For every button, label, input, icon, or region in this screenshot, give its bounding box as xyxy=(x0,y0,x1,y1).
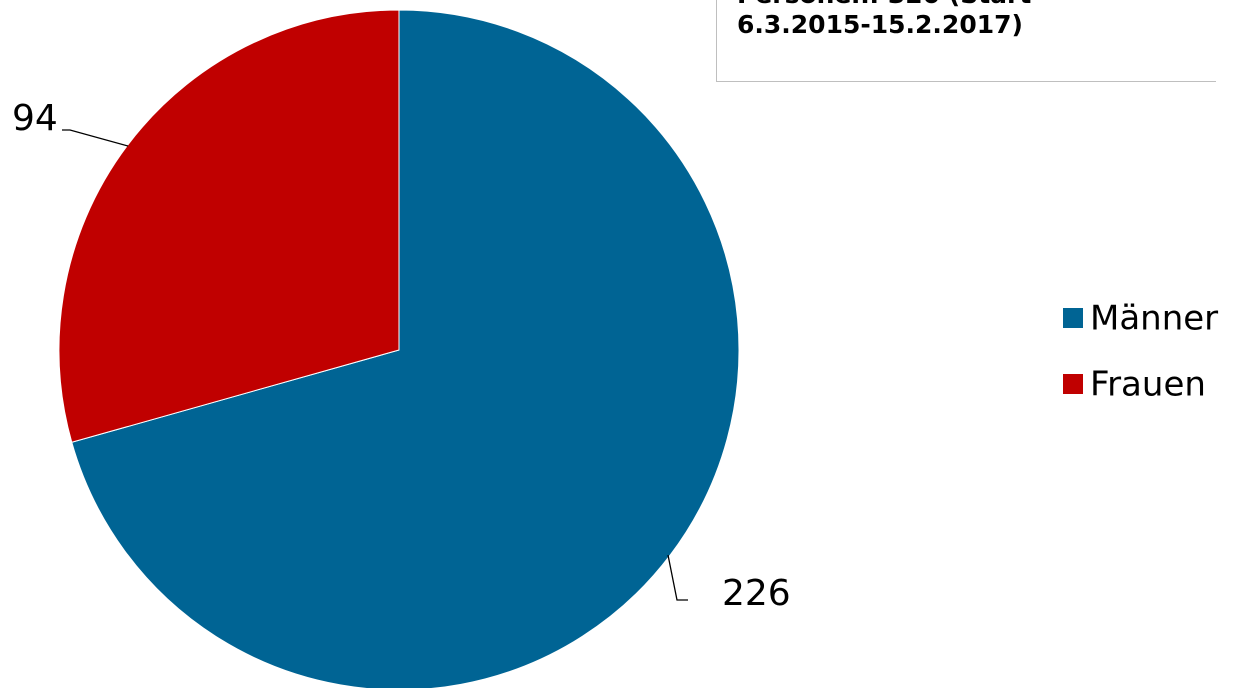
pie-slice xyxy=(58,9,400,443)
pie-slice xyxy=(71,9,740,688)
leader-line xyxy=(667,554,688,601)
chart-title: Personen: 320 (Start 6.3.2015-15.2.2017) xyxy=(737,0,1031,39)
legend-swatch xyxy=(1063,308,1083,328)
data-label: 226 xyxy=(722,573,791,614)
legend-label: Männer xyxy=(1090,299,1218,339)
leader-line xyxy=(62,129,129,147)
data-label: 94 xyxy=(12,98,58,139)
legend-swatch xyxy=(1063,374,1083,394)
legend-label: Frauen xyxy=(1090,365,1206,405)
title-box: Personen: 320 (Start 6.3.2015-15.2.2017) xyxy=(716,0,1216,82)
